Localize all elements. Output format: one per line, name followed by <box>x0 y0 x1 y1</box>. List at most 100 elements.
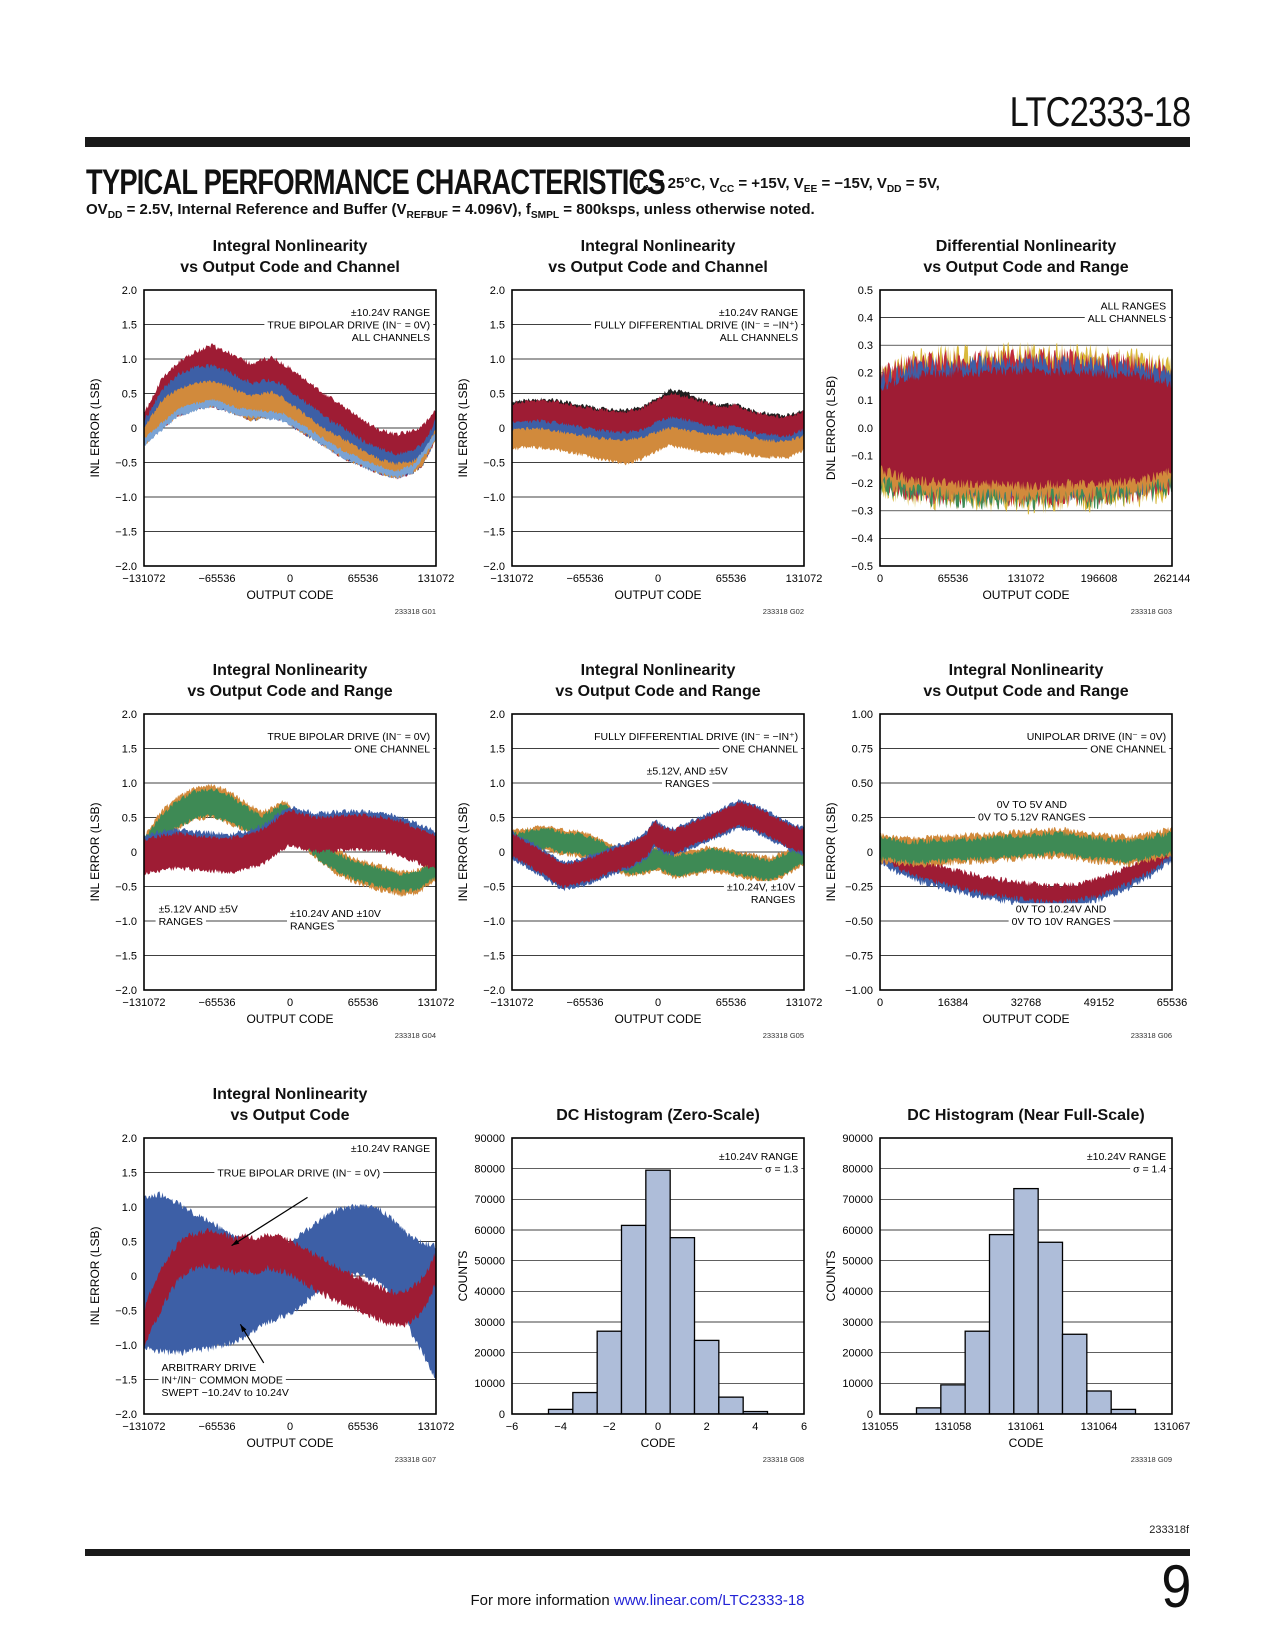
svg-text:−1.0: −1.0 <box>483 492 505 504</box>
svg-text:OUTPUT CODE: OUTPUT CODE <box>246 588 333 602</box>
svg-text:±5.12V, AND ±5V: ±5.12V, AND ±5V <box>647 766 728 778</box>
svg-text:131072: 131072 <box>418 997 454 1009</box>
svg-text:131067: 131067 <box>1154 1421 1190 1433</box>
svg-text:−131072: −131072 <box>122 573 165 585</box>
svg-text:−2.0: −2.0 <box>115 561 137 573</box>
svg-text:INL ERROR (LSB): INL ERROR (LSB) <box>88 803 102 902</box>
svg-text:1.5: 1.5 <box>122 319 137 331</box>
svg-text:0V TO 10.24V AND: 0V TO 10.24V AND <box>1016 904 1107 916</box>
svg-text:RANGES: RANGES <box>665 778 709 790</box>
svg-text:−1.5: −1.5 <box>115 950 137 962</box>
svg-text:131061: 131061 <box>1008 1421 1045 1433</box>
svg-text:IN⁺/IN⁻ COMMON MODE: IN⁺/IN⁻ COMMON MODE <box>162 1375 283 1387</box>
svg-text:131072: 131072 <box>418 573 454 585</box>
svg-text:−2: −2 <box>603 1421 616 1433</box>
svg-text:−131072: −131072 <box>490 573 533 585</box>
svg-text:233318 G08: 233318 G08 <box>763 1455 804 1464</box>
svg-text:−0.25: −0.25 <box>845 881 873 893</box>
svg-text:−1.0: −1.0 <box>115 916 137 928</box>
svg-text:1.0: 1.0 <box>490 354 505 366</box>
svg-text:0: 0 <box>655 997 661 1009</box>
svg-text:TRUE BIPOLAR DRIVE (IN⁻ = 0V): TRUE BIPOLAR DRIVE (IN⁻ = 0V) <box>217 1168 380 1180</box>
svg-text:0V TO 5.12V RANGES: 0V TO 5.12V RANGES <box>978 811 1086 823</box>
svg-text:0.5: 0.5 <box>122 1236 137 1248</box>
svg-text:σ = 1.4: σ = 1.4 <box>1133 1164 1166 1176</box>
svg-text:90000: 90000 <box>474 1133 505 1145</box>
svg-text:OUTPUT CODE: OUTPUT CODE <box>246 1012 333 1026</box>
svg-text:−2.0: −2.0 <box>483 985 505 997</box>
svg-text:233318 G07: 233318 G07 <box>395 1455 436 1464</box>
svg-text:0: 0 <box>499 847 505 859</box>
svg-text:131072: 131072 <box>786 997 822 1009</box>
svg-text:131072: 131072 <box>1008 573 1045 585</box>
svg-text:OUTPUT CODE: OUTPUT CODE <box>982 1012 1069 1026</box>
chart-title: Integral Nonlinearity vs Output Code and… <box>187 662 393 700</box>
svg-text:32768: 32768 <box>1011 997 1042 1009</box>
svg-text:0V TO 5V AND: 0V TO 5V AND <box>997 799 1068 811</box>
svg-text:−0.2: −0.2 <box>851 478 873 490</box>
chart-title: Integral Nonlinearity vs Output Code and… <box>548 238 768 276</box>
svg-text:65536: 65536 <box>1157 997 1188 1009</box>
svg-text:±10.24V RANGE: ±10.24V RANGE <box>719 1151 798 1163</box>
chart-plot-g06: UNIPOLAR DRIVE (IN⁻ = 0V)ONE CHANNEL 0V T… <box>824 709 1188 1040</box>
svg-text:±10.24V RANGE: ±10.24V RANGE <box>1087 1151 1166 1163</box>
svg-text:0.3: 0.3 <box>858 340 873 352</box>
svg-text:−65536: −65536 <box>566 997 603 1009</box>
svg-text:±10.24V RANGE: ±10.24V RANGE <box>351 1143 430 1155</box>
svg-text:COUNTS: COUNTS <box>824 1251 838 1302</box>
svg-text:1.5: 1.5 <box>490 743 505 755</box>
svg-text:−65536: −65536 <box>566 573 603 585</box>
conditions-line-2: OVDD = 2.5V, Internal Reference and Buff… <box>86 201 815 221</box>
footer-info-link[interactable]: www.linear.com/LTC2333-18 <box>613 1592 805 1609</box>
svg-text:65536: 65536 <box>716 573 747 585</box>
chart-plot-g07: ±10.24V RANGE TRUE BIPOLAR DRIVE (IN⁻ = 0… <box>88 1133 454 1464</box>
svg-text:0: 0 <box>287 1421 293 1433</box>
svg-text:0.75: 0.75 <box>852 743 873 755</box>
svg-text:OUTPUT CODE: OUTPUT CODE <box>246 1436 333 1450</box>
svg-text:80000: 80000 <box>842 1163 873 1175</box>
svg-text:0.5: 0.5 <box>490 812 505 824</box>
svg-text:60000: 60000 <box>842 1225 873 1237</box>
svg-text:ALL RANGES: ALL RANGES <box>1101 300 1167 312</box>
chart-title: Integral Nonlinearity vs Output Code and… <box>180 238 400 276</box>
svg-text:±10.24V, ±10V: ±10.24V, ±10V <box>727 882 795 894</box>
footer-info-prefix: For more information <box>470 1592 614 1609</box>
svg-text:0.0: 0.0 <box>858 423 873 435</box>
svg-text:40000: 40000 <box>842 1286 873 1298</box>
svg-text:±10.24V AND ±10V: ±10.24V AND ±10V <box>290 908 381 920</box>
svg-text:40000: 40000 <box>474 1286 505 1298</box>
svg-text:INL ERROR (LSB): INL ERROR (LSB) <box>824 803 838 902</box>
svg-text:0.25: 0.25 <box>852 812 873 824</box>
chart-plot-g05: FULLY DIFFERENTIAL DRIVE (IN⁻ = −IN⁺)ONE… <box>456 709 822 1040</box>
svg-text:−0.75: −0.75 <box>845 950 873 962</box>
svg-text:1.5: 1.5 <box>122 743 137 755</box>
svg-text:10000: 10000 <box>474 1378 505 1390</box>
svg-text:262144: 262144 <box>1154 573 1190 585</box>
svg-text:FULLY DIFFERENTIAL DRIVE (IN⁻: FULLY DIFFERENTIAL DRIVE (IN⁻ = −IN⁺) <box>594 319 798 331</box>
svg-text:−65536: −65536 <box>198 573 235 585</box>
svg-text:1.0: 1.0 <box>490 778 505 790</box>
svg-text:0: 0 <box>499 423 505 435</box>
svg-text:−1.5: −1.5 <box>483 950 505 962</box>
svg-text:2.0: 2.0 <box>122 709 137 721</box>
svg-text:65536: 65536 <box>348 573 379 585</box>
svg-text:0.2: 0.2 <box>858 368 873 380</box>
chart-cell-g01: Integral Nonlinearity vs Output Code and… <box>86 236 454 660</box>
svg-text:1.0: 1.0 <box>122 1202 137 1214</box>
svg-text:SWEPT −10.24V to 10.24V: SWEPT −10.24V to 10.24V <box>162 1387 289 1399</box>
svg-text:−0.4: −0.4 <box>851 533 873 545</box>
svg-text:60000: 60000 <box>474 1225 505 1237</box>
svg-text:233318 G09: 233318 G09 <box>1131 1455 1172 1464</box>
svg-text:ONE CHANNEL: ONE CHANNEL <box>354 743 430 755</box>
svg-text:±5.12V AND ±5V: ±5.12V AND ±5V <box>159 904 238 916</box>
svg-text:0V TO 10V RANGES: 0V TO 10V RANGES <box>1012 916 1111 928</box>
chart-plot-g04: TRUE BIPOLAR DRIVE (IN⁻ = 0V)ONE CHANNEL… <box>88 709 454 1040</box>
svg-text:−65536: −65536 <box>198 1421 235 1433</box>
svg-text:65536: 65536 <box>348 1421 379 1433</box>
svg-text:50000: 50000 <box>474 1255 505 1267</box>
svg-text:1.00: 1.00 <box>852 709 873 721</box>
